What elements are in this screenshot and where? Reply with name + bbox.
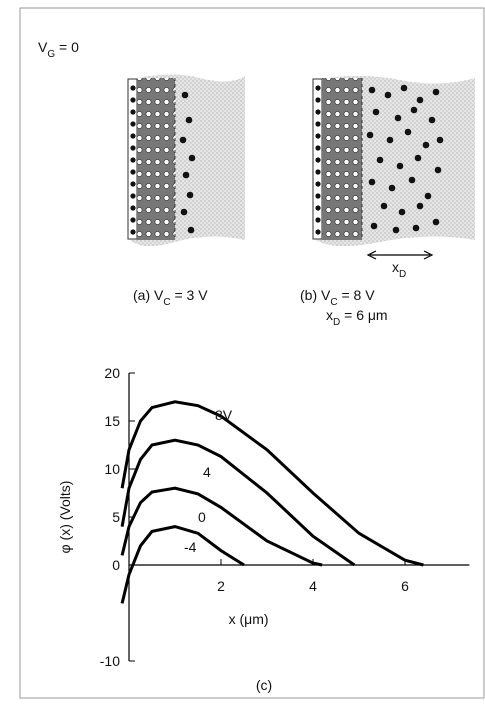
- donor: [400, 84, 408, 92]
- charge: [130, 217, 136, 223]
- curve-label: -4: [184, 539, 197, 555]
- donor: [416, 202, 424, 210]
- donor: [394, 114, 402, 122]
- curve: [120, 486, 323, 567]
- donor: [396, 162, 404, 170]
- donor: [434, 166, 442, 174]
- x-axis-label: x (μm): [229, 611, 269, 627]
- charge: [315, 193, 321, 199]
- donor: [416, 96, 424, 104]
- donor: [181, 91, 189, 99]
- vg-label: VG = 0: [38, 39, 79, 60]
- donor: [388, 184, 396, 192]
- diagram-b: [312, 76, 475, 260]
- charge: [130, 169, 136, 175]
- donor: [180, 208, 188, 216]
- donor: [428, 116, 436, 124]
- arrow-label: xD: [392, 259, 406, 280]
- charge: [315, 217, 321, 223]
- donor: [376, 156, 384, 164]
- charge: [130, 145, 136, 151]
- donor: [380, 202, 388, 210]
- charge: [130, 205, 136, 211]
- donor: [366, 131, 374, 139]
- y-tick-label: 20: [104, 365, 120, 381]
- donor: [188, 154, 196, 162]
- diagram-a: [127, 74, 245, 247]
- charge: [130, 229, 136, 235]
- y-tick-label: 0: [112, 557, 120, 573]
- donor: [412, 224, 420, 232]
- donor: [386, 136, 394, 144]
- charge: [130, 85, 136, 91]
- donor: [185, 116, 193, 124]
- charge: [130, 133, 136, 139]
- charge: [315, 229, 321, 235]
- panel-b-label: (b) VC = 8 V: [300, 287, 375, 308]
- charge: [130, 181, 136, 187]
- panel-c-label: (c): [256, 677, 272, 693]
- donor: [410, 106, 418, 114]
- charge: [315, 181, 321, 187]
- charge: [130, 121, 136, 127]
- donor: [368, 86, 376, 94]
- x-tick-label: 2: [217, 578, 225, 594]
- curve-label: 8V: [215, 407, 233, 423]
- charge: [130, 157, 136, 163]
- donor: [414, 154, 422, 162]
- charge: [315, 133, 321, 139]
- charge: [130, 109, 136, 115]
- donor: [408, 176, 416, 184]
- donor: [370, 222, 378, 230]
- donor: [432, 88, 440, 96]
- charge: [315, 157, 321, 163]
- donor: [372, 108, 380, 116]
- donor: [422, 141, 430, 149]
- y-axis-label: φ (x) (Volts): [57, 481, 73, 554]
- donor: [368, 178, 376, 186]
- donor: [404, 128, 412, 136]
- donor: [432, 218, 440, 226]
- y-tick-label: 10: [104, 461, 120, 477]
- curve: [120, 525, 245, 604]
- charge: [315, 85, 321, 91]
- donor: [186, 191, 194, 199]
- donor: [398, 208, 406, 216]
- x-tick-label: 6: [401, 578, 409, 594]
- charge: [315, 169, 321, 175]
- donor: [384, 91, 392, 99]
- charge: [315, 121, 321, 127]
- donor: [436, 136, 444, 144]
- charge: [315, 205, 321, 211]
- curve: [120, 438, 356, 567]
- charge: [315, 145, 321, 151]
- frame: [19, 7, 485, 699]
- charge: [315, 109, 321, 115]
- charge: [130, 193, 136, 199]
- donor: [187, 226, 195, 234]
- y-tick-label: 15: [104, 413, 120, 429]
- panel-b-xd: xD = 6 μm: [326, 307, 388, 328]
- y-tick-label: -10: [100, 653, 120, 669]
- panel-a-label: (a) VC = 3 V: [133, 287, 208, 308]
- donor: [424, 192, 432, 200]
- donor: [392, 226, 400, 234]
- curve: [120, 400, 424, 567]
- y-tick-label: 5: [112, 509, 120, 525]
- curve-label: 0: [198, 509, 206, 525]
- donor: [179, 136, 187, 144]
- x-tick-label: 4: [309, 578, 317, 594]
- donor: [182, 171, 190, 179]
- charge: [130, 97, 136, 103]
- curve-label: 4: [203, 464, 211, 480]
- charge: [315, 97, 321, 103]
